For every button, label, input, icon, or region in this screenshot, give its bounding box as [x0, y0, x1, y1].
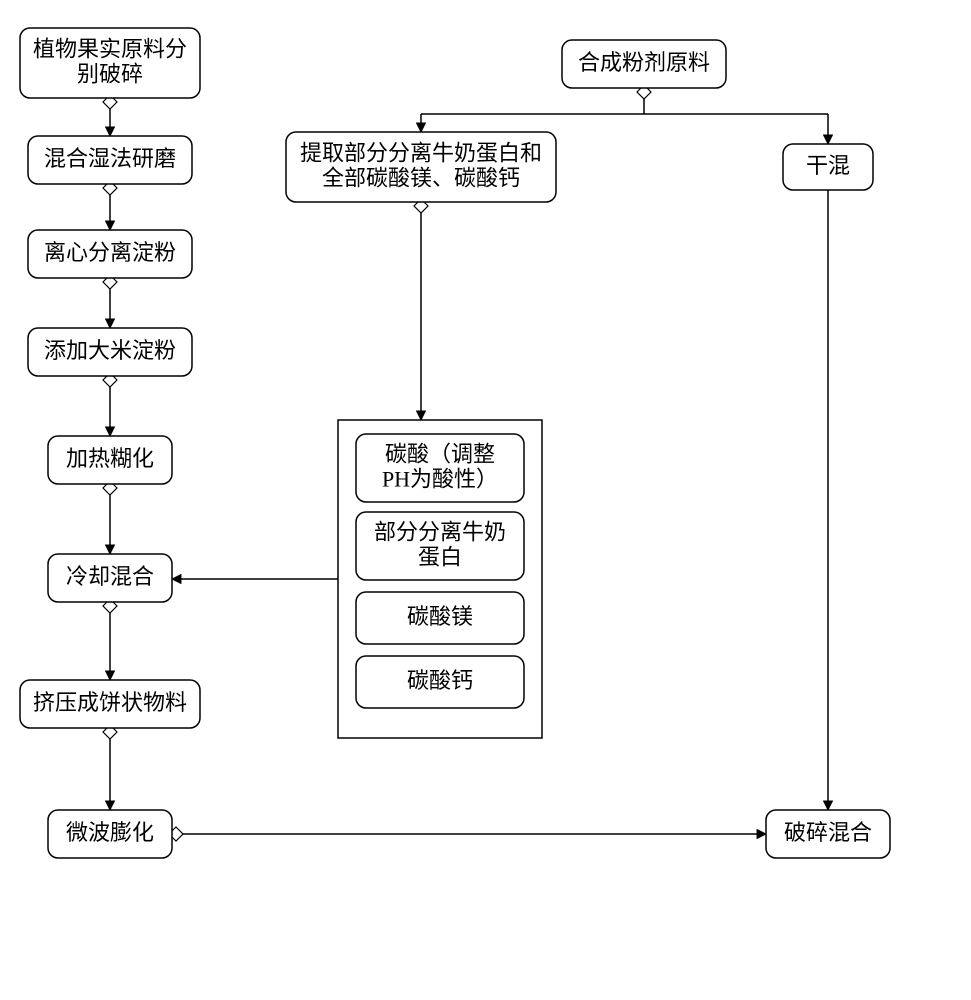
node-a7-line0: 挤压成饼状物料	[33, 690, 187, 715]
node-d1-line0: 破碎混合	[784, 820, 872, 845]
node-c1: 碳酸（调整PH为酸性）	[356, 434, 524, 502]
node-a8: 微波膨化	[48, 810, 172, 858]
node-a3: 离心分离淀粉	[28, 230, 192, 278]
node-a3-line0: 离心分离淀粉	[44, 240, 176, 265]
node-a2-line0: 混合湿法研磨	[44, 146, 176, 171]
node-c1-line0: 碳酸（调整	[385, 441, 495, 466]
node-b2-line0: 提取部分分离牛奶蛋白和	[300, 140, 542, 165]
node-a4-line0: 添加大米淀粉	[44, 338, 176, 363]
node-a7: 挤压成饼状物料	[20, 680, 200, 728]
node-a1-line1: 别破碎	[77, 62, 143, 87]
node-b3: 干混	[783, 144, 873, 190]
node-a2: 混合湿法研磨	[28, 136, 192, 184]
node-d1: 破碎混合	[766, 810, 890, 858]
node-b2: 提取部分分离牛奶蛋白和全部碳酸镁、碳酸钙	[286, 132, 556, 202]
node-c1-line1: PH为酸性）	[382, 467, 498, 492]
node-a8-line0: 微波膨化	[66, 820, 154, 845]
node-a6: 冷却混合	[48, 554, 172, 602]
node-b1: 合成粉剂原料	[562, 40, 726, 88]
node-b2-line1: 全部碳酸镁、碳酸钙	[322, 166, 520, 191]
node-c2-line0: 部分分离牛奶	[374, 519, 506, 544]
node-c3: 碳酸镁	[356, 592, 524, 644]
node-b1-line0: 合成粉剂原料	[578, 50, 710, 75]
node-c4-line0: 碳酸钙	[407, 668, 473, 693]
node-c3-line0: 碳酸镁	[407, 604, 473, 629]
node-b3-line0: 干混	[806, 153, 850, 178]
nodes-layer: 植物果实原料分别破碎混合湿法研磨离心分离淀粉添加大米淀粉加热糊化冷却混合挤压成饼…	[20, 28, 890, 858]
node-c2: 部分分离牛奶蛋白	[356, 512, 524, 580]
node-a1-line0: 植物果实原料分	[33, 36, 187, 61]
node-c4: 碳酸钙	[356, 656, 524, 708]
node-a5-line0: 加热糊化	[66, 446, 154, 471]
node-a6-line0: 冷却混合	[66, 564, 154, 589]
node-c2-line1: 蛋白	[418, 545, 462, 570]
node-a1: 植物果实原料分别破碎	[20, 28, 200, 98]
node-a4: 添加大米淀粉	[28, 328, 192, 376]
node-a5: 加热糊化	[48, 436, 172, 484]
